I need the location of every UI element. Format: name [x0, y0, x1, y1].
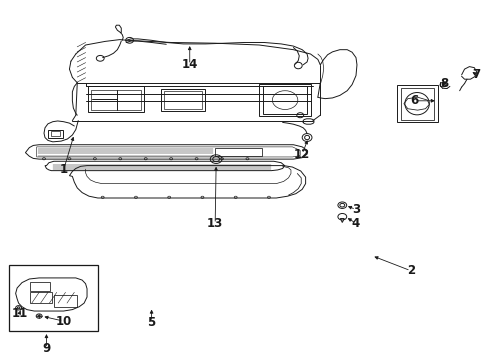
- Bar: [48, 130, 62, 138]
- Text: 6: 6: [410, 94, 418, 107]
- Bar: [54, 295, 77, 307]
- Text: 2: 2: [406, 264, 414, 277]
- Text: 10: 10: [55, 315, 72, 328]
- Bar: [30, 292, 52, 303]
- Text: 7: 7: [472, 68, 480, 81]
- Bar: [161, 89, 205, 111]
- Text: 11: 11: [11, 307, 28, 320]
- Text: 13: 13: [206, 217, 223, 230]
- Bar: [30, 282, 50, 291]
- Bar: [88, 86, 144, 112]
- Text: 5: 5: [147, 316, 155, 329]
- Bar: [91, 90, 141, 110]
- Text: 12: 12: [293, 148, 310, 161]
- Text: 4: 4: [351, 217, 359, 230]
- Bar: [51, 131, 60, 136]
- Bar: [9, 265, 98, 331]
- Text: 9: 9: [42, 342, 50, 355]
- Bar: [263, 86, 306, 114]
- Bar: [259, 84, 310, 116]
- Text: 1: 1: [60, 163, 67, 176]
- Text: 14: 14: [181, 58, 198, 71]
- Bar: [164, 91, 202, 109]
- Bar: [215, 148, 261, 156]
- Text: 3: 3: [351, 203, 359, 216]
- Text: 8: 8: [439, 77, 447, 90]
